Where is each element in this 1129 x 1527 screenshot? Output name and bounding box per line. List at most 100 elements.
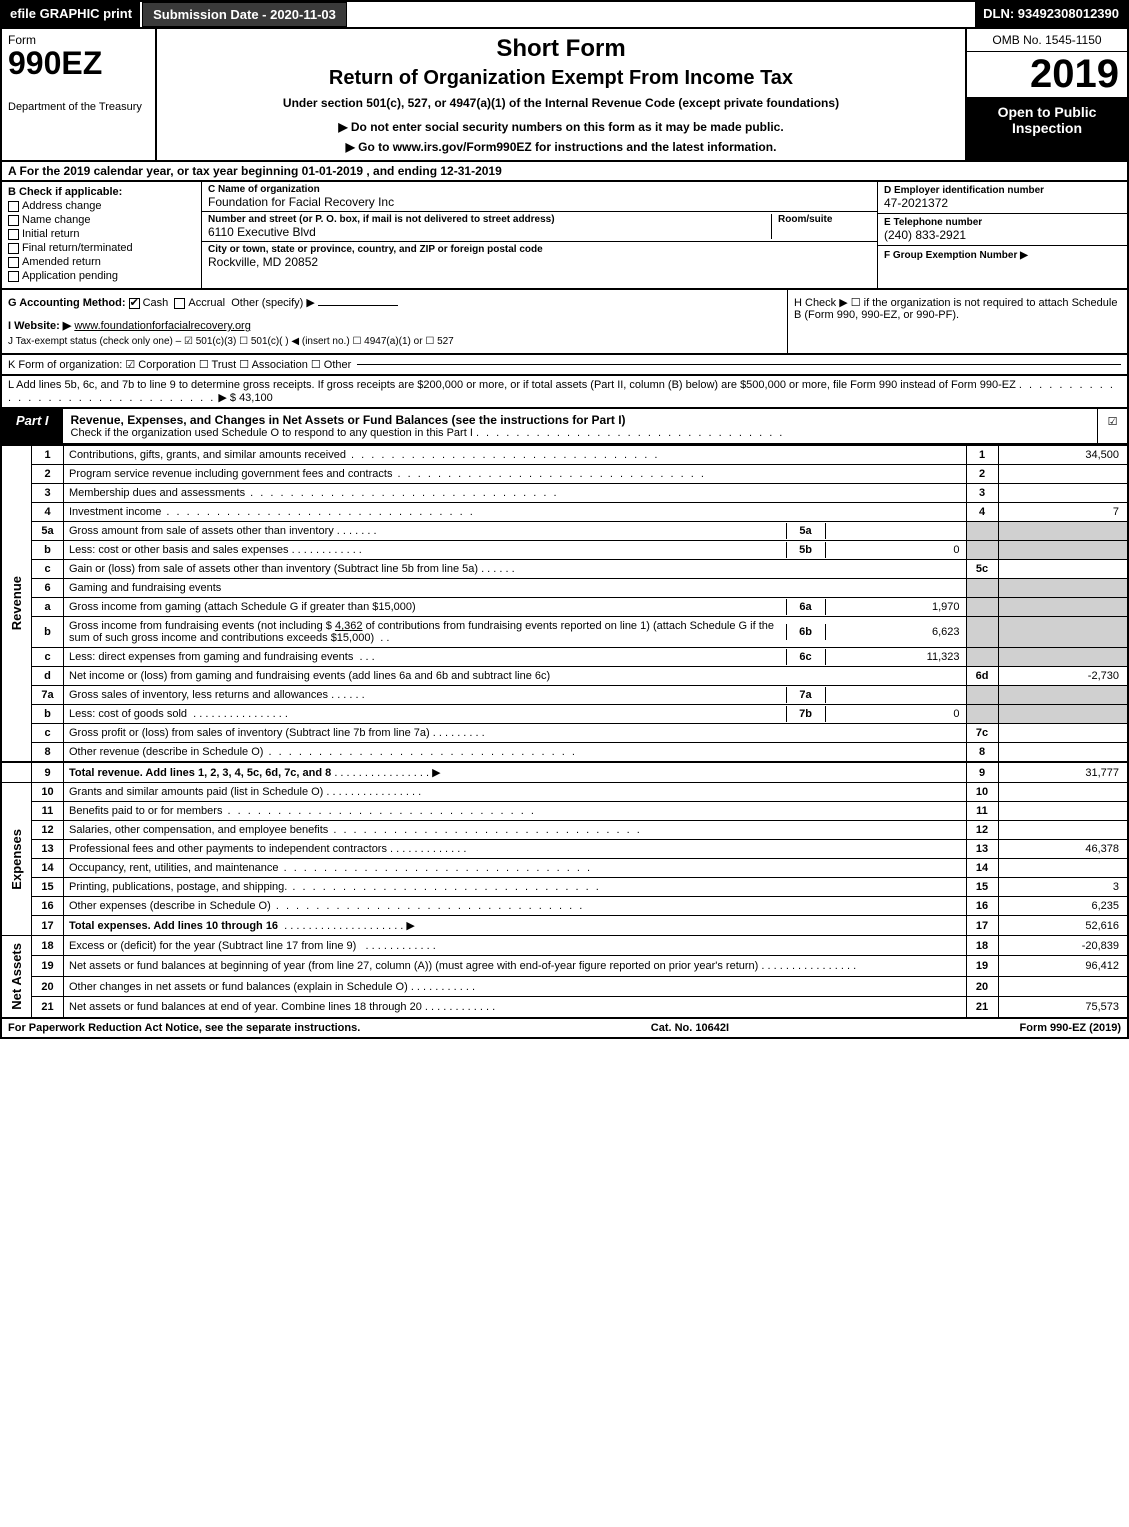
- line-3-rn: 3: [966, 484, 998, 503]
- line-16-amount: 6,235: [998, 897, 1128, 916]
- other-org-input[interactable]: [357, 364, 1121, 365]
- line-18-rn: 18: [966, 936, 998, 956]
- line-15-desc: Printing, publications, postage, and shi…: [64, 878, 967, 897]
- chk-cash[interactable]: [129, 298, 140, 309]
- part-1-title: Revenue, Expenses, and Changes in Net As…: [63, 409, 1097, 443]
- line-13-no: 13: [32, 840, 64, 859]
- line-8-rn: 8: [966, 743, 998, 763]
- line-14: 14 Occupancy, rent, utilities, and maint…: [1, 859, 1128, 878]
- line-13-rn: 13: [966, 840, 998, 859]
- submission-date: Submission Date - 2020-11-03: [142, 2, 347, 27]
- return-title: Return of Organization Exempt From Incom…: [167, 67, 955, 90]
- line-9-rn: 9: [966, 762, 998, 783]
- line-7a-desc: Gross sales of inventory, less returns a…: [64, 686, 967, 705]
- line-6-amount-shaded: [998, 579, 1128, 598]
- row-G: G Accounting Method: Cash Accrual Other …: [8, 296, 781, 309]
- line-13-desc: Professional fees and other payments to …: [64, 840, 967, 859]
- line-17-rn: 17: [966, 916, 998, 936]
- line-6c-subval: 11,323: [826, 651, 966, 663]
- city-label: City or town, state or province, country…: [208, 244, 871, 255]
- line-6d-desc: Net income or (loss) from gaming and fun…: [64, 667, 967, 686]
- form-number: 990EZ: [8, 47, 149, 79]
- line-1-amount: 34,500: [998, 446, 1128, 465]
- line-2-rn: 2: [966, 465, 998, 484]
- line-6a-no: a: [32, 598, 64, 617]
- line-6d-no: d: [32, 667, 64, 686]
- line-5c-no: c: [32, 560, 64, 579]
- chk-application-pending[interactable]: Application pending: [8, 270, 195, 282]
- arrow-icon: ▶: [432, 767, 440, 779]
- line-5a-no: 5a: [32, 522, 64, 541]
- line-13-amount: 46,378: [998, 840, 1128, 859]
- line-18-no: 18: [32, 936, 64, 956]
- accounting-method-label: G Accounting Method:: [8, 297, 126, 309]
- part-1-table: Revenue 1 Contributions, gifts, grants, …: [0, 445, 1129, 1019]
- website-link[interactable]: www.foundationforfacialrecovery.org: [74, 320, 251, 332]
- line-5c-rn: 5c: [966, 560, 998, 579]
- line-17: 17 Total expenses. Add lines 10 through …: [1, 916, 1128, 936]
- line-7c-no: c: [32, 724, 64, 743]
- line-20-amount: [998, 976, 1128, 996]
- org-name-box: C Name of organization Foundation for Fa…: [202, 182, 877, 212]
- line-7b-no: b: [32, 705, 64, 724]
- line-5a-subno: 5a: [786, 523, 826, 539]
- line-15-no: 15: [32, 878, 64, 897]
- line-5a: 5a Gross amount from sale of assets othe…: [1, 522, 1128, 541]
- chk-address-change-label: Address change: [22, 200, 102, 212]
- line-6a-amount-shaded: [998, 598, 1128, 617]
- line-5b-desc: Less: cost or other basis and sales expe…: [64, 541, 967, 560]
- chk-name-change[interactable]: Name change: [8, 214, 195, 226]
- line-10-rn: 10: [966, 783, 998, 802]
- line-15-rn: 15: [966, 878, 998, 897]
- room-label: Room/suite: [778, 214, 871, 225]
- line-6d-rn: 6d: [966, 667, 998, 686]
- street-value: 6110 Executive Blvd: [208, 225, 771, 239]
- other-specify-input[interactable]: [318, 305, 398, 306]
- line-6a: a Gross income from gaming (attach Sched…: [1, 598, 1128, 617]
- line-10-no: 10: [32, 783, 64, 802]
- street-box: Number and street (or P. O. box, if mail…: [202, 212, 877, 242]
- instructions-link[interactable]: ▶ Go to www.irs.gov/Form990EZ for instru…: [167, 140, 955, 154]
- chk-cash-label: Cash: [143, 297, 169, 309]
- line-7a: 7a Gross sales of inventory, less return…: [1, 686, 1128, 705]
- line-6b-subno: 6b: [786, 624, 826, 640]
- chk-amended-return[interactable]: Amended return: [8, 256, 195, 268]
- line-17-no: 17: [32, 916, 64, 936]
- short-form-title: Short Form: [167, 35, 955, 63]
- line-7b-rn-shaded: [966, 705, 998, 724]
- line-5c-desc: Gain or (loss) from sale of assets other…: [64, 560, 967, 579]
- city-box: City or town, state or province, country…: [202, 242, 877, 288]
- paperwork-notice: For Paperwork Reduction Act Notice, see …: [8, 1022, 360, 1034]
- chk-accrual[interactable]: [174, 298, 185, 309]
- line-6c-no: c: [32, 648, 64, 667]
- efile-print-button[interactable]: efile GRAPHIC print: [2, 2, 142, 27]
- line-6b-rn-shaded: [966, 617, 998, 648]
- line-10-amount: [998, 783, 1128, 802]
- org-name-value: Foundation for Facial Recovery Inc: [208, 195, 871, 209]
- chk-amended-return-label: Amended return: [22, 256, 101, 268]
- dln-number: DLN: 93492308012390: [975, 2, 1127, 27]
- line-18: Net Assets 18 Excess or (deficit) for th…: [1, 936, 1128, 956]
- line-5a-rn-shaded: [966, 522, 998, 541]
- line-6b-inline-amount: 4,362: [335, 620, 363, 632]
- line-2-amount: [998, 465, 1128, 484]
- line-12-amount: [998, 821, 1128, 840]
- part-1-schedule-o-check[interactable]: ☑: [1097, 409, 1127, 443]
- line-6b-desc: Gross income from fundraising events (no…: [64, 617, 967, 648]
- line-5a-amount-shaded: [998, 522, 1128, 541]
- section-B: B Check if applicable: Address change Na…: [2, 182, 202, 288]
- line-5a-desc: Gross amount from sale of assets other t…: [64, 522, 967, 541]
- line-16-no: 16: [32, 897, 64, 916]
- chk-final-return[interactable]: Final return/terminated: [8, 242, 195, 254]
- line-7a-no: 7a: [32, 686, 64, 705]
- line-9: 9 Total revenue. Add lines 1, 2, 3, 4, 5…: [1, 762, 1128, 783]
- dots-icon: [476, 427, 784, 439]
- line-12-desc: Salaries, other compensation, and employ…: [64, 821, 967, 840]
- chk-initial-return[interactable]: Initial return: [8, 228, 195, 240]
- line-12-rn: 12: [966, 821, 998, 840]
- line-1-rn: 1: [966, 446, 998, 465]
- line-7c-desc: Gross profit or (loss) from sales of inv…: [64, 724, 967, 743]
- chk-address-change[interactable]: Address change: [8, 200, 195, 212]
- line-11-desc: Benefits paid to or for members: [64, 802, 967, 821]
- line-14-rn: 14: [966, 859, 998, 878]
